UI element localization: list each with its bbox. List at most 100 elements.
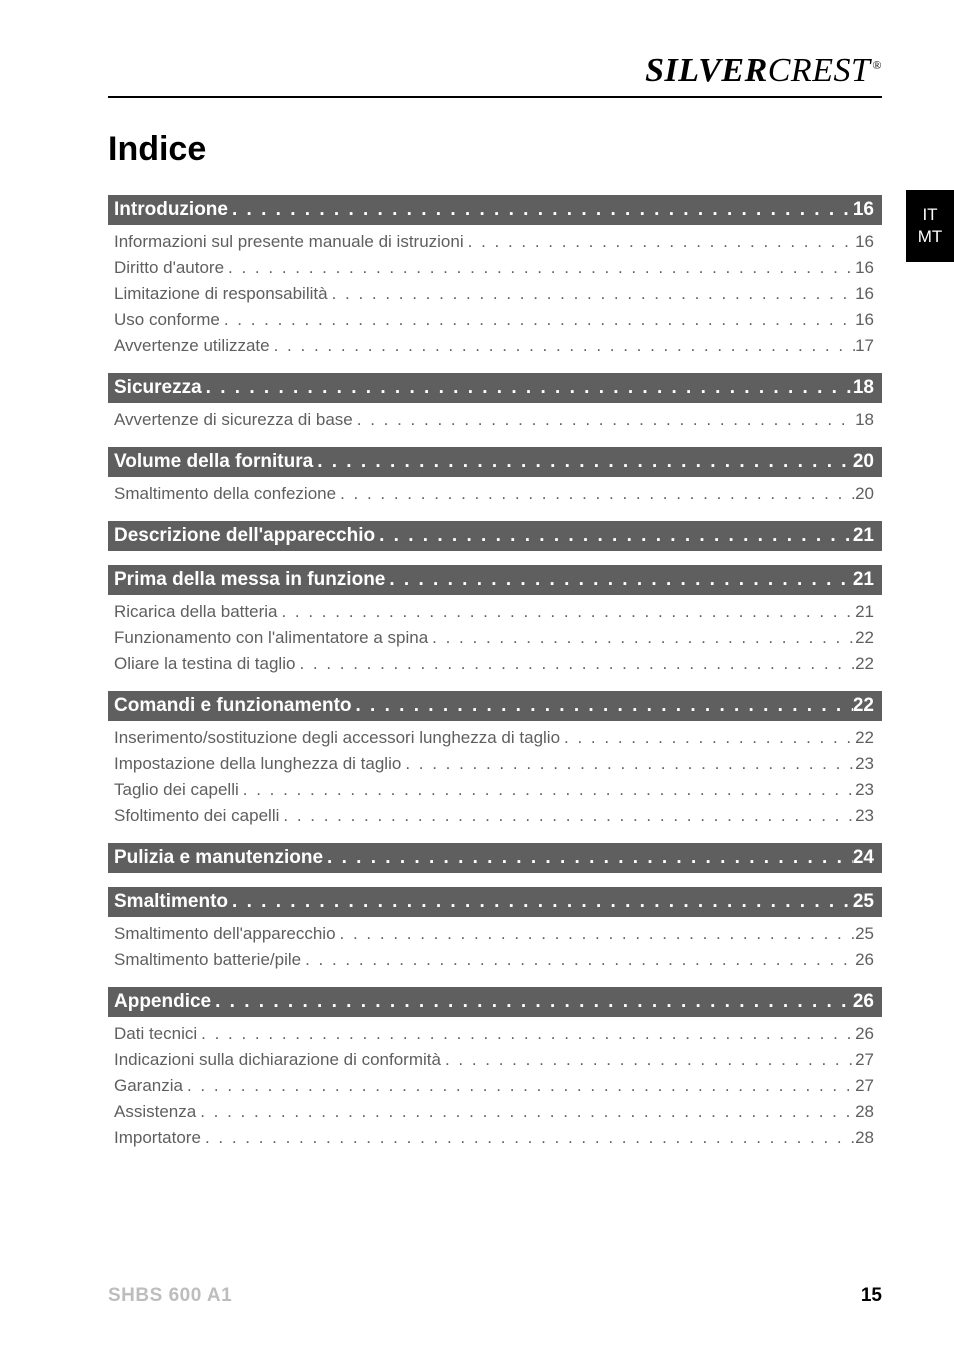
toc-leader bbox=[277, 602, 855, 622]
toc-entry: Avvertenze utilizzate 17 bbox=[108, 333, 882, 359]
toc-entry: Ricarica della batteria21 bbox=[108, 599, 882, 625]
toc-label: Avvertenze di sicurezza di base bbox=[114, 410, 353, 430]
toc-label: Prima della messa in funzione bbox=[114, 569, 385, 591]
toc-leader bbox=[464, 232, 855, 252]
toc-page: 26 bbox=[855, 1024, 874, 1044]
toc-label: Dati tecnici bbox=[114, 1024, 197, 1044]
toc-page: 27 bbox=[855, 1050, 874, 1070]
toc-leader bbox=[295, 654, 855, 674]
toc-label: Garanzia bbox=[114, 1076, 183, 1096]
toc-page: 16 bbox=[855, 258, 874, 278]
toc-label: Sfoltimento dei capelli bbox=[114, 806, 279, 826]
toc-leader bbox=[270, 336, 855, 356]
header-rule bbox=[108, 96, 882, 98]
page: SILVERCREST® Indice Introduzione16Inform… bbox=[0, 0, 954, 1355]
toc-leader bbox=[313, 451, 853, 473]
toc-label: Impostazione della lunghezza di taglio bbox=[114, 754, 401, 774]
toc-page: 25 bbox=[853, 891, 874, 913]
toc-section: Pulizia e manutenzione24 bbox=[108, 843, 882, 873]
toc-leader bbox=[220, 310, 855, 330]
toc-entry: Dati tecnici 26 bbox=[108, 1021, 882, 1047]
toc-label: Smaltimento batterie/pile bbox=[114, 950, 301, 970]
toc-entry: Diritto d'autore 16 bbox=[108, 255, 882, 281]
language-tab-line2: MT bbox=[918, 226, 943, 248]
toc-label: Informazioni sul presente manuale di ist… bbox=[114, 232, 464, 252]
toc-leader bbox=[375, 525, 853, 547]
toc-label: Pulizia e manutenzione bbox=[114, 847, 323, 869]
toc-section: Volume della fornitura20 bbox=[108, 447, 882, 477]
toc-leader bbox=[353, 410, 855, 430]
toc-page: 21 bbox=[853, 525, 874, 547]
toc-label: Introduzione bbox=[114, 199, 228, 221]
toc-page: 27 bbox=[855, 1076, 874, 1096]
toc-leader bbox=[224, 258, 855, 278]
brand-logo: SILVERCREST® bbox=[108, 52, 882, 90]
toc-page: 18 bbox=[855, 410, 874, 430]
toc-page: 17 bbox=[855, 336, 874, 356]
toc-label: Smaltimento della confezione bbox=[114, 484, 336, 504]
toc-leader bbox=[401, 754, 855, 774]
toc-label: Limitazione di responsabilità bbox=[114, 284, 328, 304]
footer-model: SHBS 600 A1 bbox=[108, 1285, 232, 1307]
toc-entry: Smaltimento della confezione 20 bbox=[108, 481, 882, 507]
toc-leader bbox=[239, 780, 855, 800]
toc-leader bbox=[183, 1076, 855, 1096]
toc-leader bbox=[323, 847, 853, 869]
toc-label: Indicazioni sulla dichiarazione di confo… bbox=[114, 1050, 441, 1070]
toc-label: Sicurezza bbox=[114, 377, 202, 399]
toc-entry: Impostazione della lunghezza di taglio23 bbox=[108, 751, 882, 777]
toc-page: 22 bbox=[855, 654, 874, 674]
toc-page: 21 bbox=[853, 569, 874, 591]
toc-leader bbox=[228, 199, 853, 221]
toc-entry: Inserimento/sostituzione degli accessori… bbox=[108, 725, 882, 751]
toc-entry: Sfoltimento dei capelli 23 bbox=[108, 803, 882, 829]
toc-page: 20 bbox=[855, 484, 874, 504]
toc-leader bbox=[196, 1102, 855, 1122]
toc-label: Descrizione dell'apparecchio bbox=[114, 525, 375, 547]
toc-leader bbox=[352, 695, 853, 717]
toc-leader bbox=[336, 924, 856, 944]
table-of-contents: Introduzione 16 Informazioni sul presente … bbox=[108, 195, 882, 1151]
toc-label: Smaltimento bbox=[114, 891, 228, 913]
toc-label: Avvertenze utilizzate bbox=[114, 336, 270, 356]
toc-label: Importatore bbox=[114, 1128, 201, 1148]
toc-entry: Limitazione di responsabilità 16 bbox=[108, 281, 882, 307]
toc-page: 22 bbox=[853, 695, 874, 717]
toc-section: Descrizione dell'apparecchio 21 bbox=[108, 521, 882, 551]
toc-label: Inserimento/sostituzione degli accessori… bbox=[114, 728, 560, 748]
toc-page: 22 bbox=[855, 728, 874, 748]
toc-label: Oliare la testina di taglio bbox=[114, 654, 295, 674]
toc-label: Diritto d'autore bbox=[114, 258, 224, 278]
toc-label: Comandi e funzionamento bbox=[114, 695, 352, 717]
toc-entry: Funzionamento con l'alimentatore a spina… bbox=[108, 625, 882, 651]
toc-entry: Smaltimento dell'apparecchio25 bbox=[108, 921, 882, 947]
toc-section: Smaltimento 25 bbox=[108, 887, 882, 917]
toc-entry: Indicazioni sulla dichiarazione di confo… bbox=[108, 1047, 882, 1073]
toc-label: Taglio dei capelli bbox=[114, 780, 239, 800]
toc-section: Prima della messa in funzione 21 bbox=[108, 565, 882, 595]
toc-leader bbox=[211, 991, 853, 1013]
toc-page: 22 bbox=[855, 628, 874, 648]
toc-page: 23 bbox=[855, 806, 874, 826]
toc-label: Uso conforme bbox=[114, 310, 220, 330]
toc-entry: Avvertenze di sicurezza di base 18 bbox=[108, 407, 882, 433]
toc-page: 16 bbox=[853, 199, 874, 221]
toc-leader bbox=[441, 1050, 855, 1070]
toc-label: Ricarica della batteria bbox=[114, 602, 277, 622]
toc-leader bbox=[428, 628, 855, 648]
toc-leader bbox=[336, 484, 855, 504]
language-tab: IT MT bbox=[906, 190, 954, 262]
brand-registered: ® bbox=[872, 58, 882, 72]
toc-label: Appendice bbox=[114, 991, 211, 1013]
brand-thin: CREST bbox=[768, 52, 871, 89]
toc-page: 16 bbox=[855, 232, 874, 252]
toc-label: Smaltimento dell'apparecchio bbox=[114, 924, 336, 944]
toc-leader bbox=[201, 1128, 855, 1148]
toc-entry: Taglio dei capelli23 bbox=[108, 777, 882, 803]
toc-section: Appendice 26 bbox=[108, 987, 882, 1017]
toc-page: 16 bbox=[855, 284, 874, 304]
toc-leader bbox=[301, 950, 855, 970]
footer: SHBS 600 A1 15 bbox=[108, 1285, 882, 1307]
toc-page: 26 bbox=[853, 991, 874, 1013]
toc-section: Sicurezza18 bbox=[108, 373, 882, 403]
